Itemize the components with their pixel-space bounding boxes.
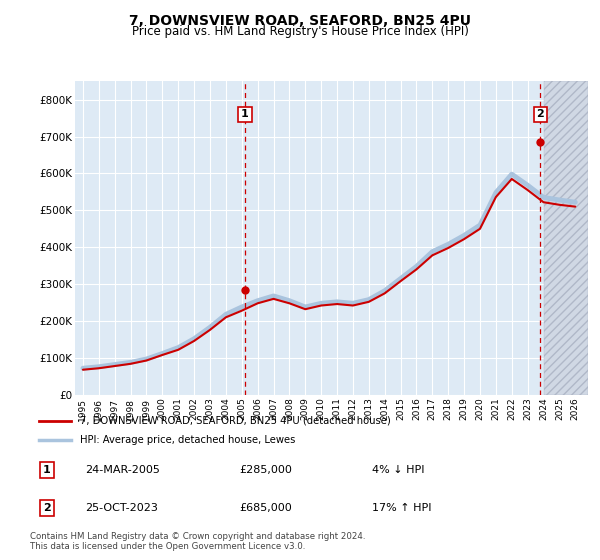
Text: £285,000: £285,000 [240, 465, 293, 475]
Text: Price paid vs. HM Land Registry's House Price Index (HPI): Price paid vs. HM Land Registry's House … [131, 25, 469, 38]
Text: 25-OCT-2023: 25-OCT-2023 [85, 503, 158, 513]
Text: 2: 2 [43, 503, 50, 513]
Text: 4% ↓ HPI: 4% ↓ HPI [372, 465, 425, 475]
Bar [544, 81, 588, 395]
Text: 1: 1 [241, 109, 249, 119]
Text: 7, DOWNSVIEW ROAD, SEAFORD, BN25 4PU: 7, DOWNSVIEW ROAD, SEAFORD, BN25 4PU [129, 14, 471, 28]
Text: 1: 1 [43, 465, 50, 475]
Text: HPI: Average price, detached house, Lewes: HPI: Average price, detached house, Lewe… [79, 435, 295, 445]
Text: 17% ↑ HPI: 17% ↑ HPI [372, 503, 432, 513]
Text: 24-MAR-2005: 24-MAR-2005 [85, 465, 160, 475]
Text: £685,000: £685,000 [240, 503, 293, 513]
Text: 2: 2 [536, 109, 544, 119]
Text: 7, DOWNSVIEW ROAD, SEAFORD, BN25 4PU (detached house): 7, DOWNSVIEW ROAD, SEAFORD, BN25 4PU (de… [79, 416, 390, 426]
Text: Contains HM Land Registry data © Crown copyright and database right 2024.
This d: Contains HM Land Registry data © Crown c… [30, 532, 365, 552]
